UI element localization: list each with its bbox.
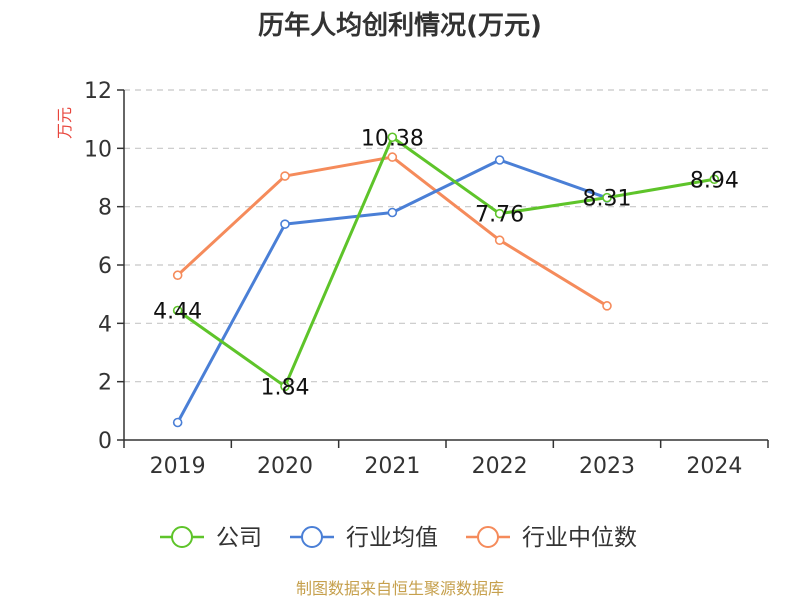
data-point[interactable] bbox=[280, 171, 290, 181]
legend-label: 公司 bbox=[216, 525, 262, 551]
series-lines bbox=[172, 132, 720, 428]
y-tick-label: 10 bbox=[84, 137, 112, 162]
x-tick-label: 2023 bbox=[579, 454, 635, 479]
legend[interactable]: 公司 行业均值 行业中位数 bbox=[160, 525, 637, 551]
data-point[interactable] bbox=[172, 270, 183, 281]
source-note: 制图数据来自恒生聚源数据库 bbox=[296, 579, 504, 598]
x-tick-label: 2020 bbox=[257, 454, 313, 479]
data-point[interactable] bbox=[172, 305, 183, 316]
chart-title: 历年人均创利情况(万元) bbox=[258, 10, 542, 41]
data-point[interactable] bbox=[494, 155, 505, 165]
y-tick-label: 8 bbox=[98, 196, 112, 221]
data-point[interactable] bbox=[387, 207, 398, 218]
gridlines bbox=[124, 89, 768, 383]
x-tick-label: 2024 bbox=[686, 454, 742, 479]
series-line-1 bbox=[176, 158, 608, 424]
axes: 0 2 4 6 8 10 12 2019 2020 2021 2022 2023 2024 bbox=[84, 79, 769, 479]
data-label: 8.31 bbox=[583, 187, 632, 212]
data-point[interactable] bbox=[709, 174, 720, 185]
data-label: 8.94 bbox=[690, 168, 739, 193]
y-tick-label: 0 bbox=[98, 429, 112, 454]
x-tick-label: 2021 bbox=[364, 454, 420, 479]
data-point[interactable] bbox=[494, 208, 505, 219]
legend-marker bbox=[301, 526, 323, 548]
legend-label: 行业中位数 bbox=[522, 525, 637, 551]
legend-item-0[interactable]: 公司 bbox=[160, 525, 262, 551]
data-label: 10.38 bbox=[361, 126, 424, 151]
y-tick-label: 12 bbox=[84, 79, 112, 104]
data-point[interactable] bbox=[172, 417, 183, 428]
y-tick-label: 4 bbox=[98, 312, 112, 337]
y-axis-label: 万元 bbox=[55, 107, 74, 139]
data-labels: 4.44 1.84 10.38 7.76 8.31 8.94 bbox=[153, 126, 739, 400]
x-tick-label: 2019 bbox=[150, 454, 206, 479]
data-label: 1.84 bbox=[261, 375, 310, 400]
legend-item-1[interactable]: 行业均值 bbox=[290, 525, 438, 551]
data-point[interactable] bbox=[387, 152, 398, 162]
series-line-2 bbox=[176, 155, 608, 308]
data-point[interactable] bbox=[602, 301, 612, 311]
y-tick-label: 2 bbox=[98, 371, 112, 396]
data-point[interactable] bbox=[602, 192, 612, 203]
data-point[interactable] bbox=[387, 132, 398, 143]
series-line-0 bbox=[176, 135, 715, 388]
data-point[interactable] bbox=[280, 381, 290, 392]
legend-item-2[interactable]: 行业中位数 bbox=[466, 525, 637, 551]
data-label: 7.76 bbox=[475, 203, 524, 228]
legend-marker bbox=[171, 526, 193, 548]
y-tick-label: 6 bbox=[98, 254, 112, 279]
x-tick-label: 2022 bbox=[472, 454, 528, 479]
data-point[interactable] bbox=[494, 235, 505, 246]
data-label: 4.44 bbox=[153, 300, 202, 325]
data-point[interactable] bbox=[280, 219, 290, 229]
legend-marker bbox=[477, 526, 499, 548]
legend-label: 行业均值 bbox=[346, 525, 438, 551]
